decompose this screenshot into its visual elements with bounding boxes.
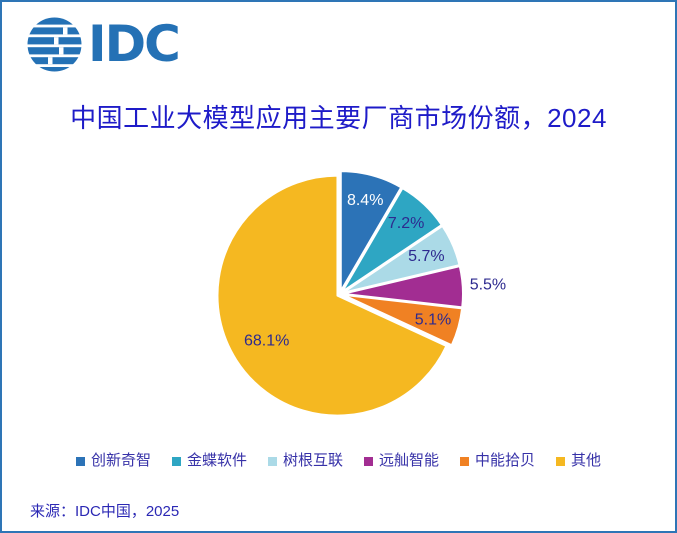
legend-item-4: 中能拾贝 bbox=[460, 452, 535, 470]
legend-swatch-3 bbox=[364, 456, 373, 466]
legend-item-1: 金蝶软件 bbox=[171, 452, 247, 470]
legend-swatch-1 bbox=[171, 456, 181, 466]
pie-slice-3 bbox=[341, 265, 464, 309]
pie-slice-0 bbox=[339, 170, 403, 293]
legend-item-5: 其他 bbox=[556, 452, 601, 470]
legend-swatch-0 bbox=[75, 456, 85, 466]
source-note: 来源：IDC中国，2025 bbox=[30, 503, 180, 520]
pie-label-5: 68.1% bbox=[244, 332, 289, 349]
pie-label-0: 8.4% bbox=[347, 192, 383, 209]
pie-slice-4 bbox=[341, 293, 464, 347]
idc-logo: IDC bbox=[27, 15, 181, 73]
legend-item-label-4: 中能拾贝 bbox=[475, 452, 536, 469]
pie-slice-1 bbox=[341, 187, 443, 293]
pie-label-2: 5.7% bbox=[408, 248, 444, 265]
pie-slice-2 bbox=[341, 224, 461, 294]
chart-title: 中国工业大模型应用主要厂商市场份额，2024 bbox=[70, 103, 607, 133]
pie-label-4: 5.1% bbox=[415, 312, 451, 329]
legend-item-3: 远舢智能 bbox=[364, 452, 439, 470]
legend-swatch-2 bbox=[267, 456, 277, 466]
legend-item-label-3: 远舢智能 bbox=[379, 452, 440, 469]
idc-globe-icon bbox=[27, 17, 82, 72]
legend-item-label-0: 创新奇智 bbox=[90, 452, 151, 469]
pie-label-1: 7.2% bbox=[388, 215, 424, 232]
legend-item-2: 树根互联 bbox=[267, 452, 343, 470]
legend-item-label-2: 树根互联 bbox=[282, 452, 343, 469]
legend-swatch-4 bbox=[460, 456, 470, 466]
pie-label-3: 5.5% bbox=[470, 277, 506, 294]
legend: 创新奇智 金蝶软件 树根互联 远舢智能 中能拾贝 其他 bbox=[2, 452, 675, 470]
legend-item-0: 创新奇智 bbox=[75, 452, 151, 470]
idc-logo-text: IDC bbox=[88, 15, 181, 73]
legend-item-label-5: 其他 bbox=[571, 452, 602, 469]
legend-item-label-1: 金蝶软件 bbox=[186, 452, 247, 469]
legend-swatch-5 bbox=[556, 456, 566, 466]
pie-slice-5 bbox=[216, 174, 448, 417]
